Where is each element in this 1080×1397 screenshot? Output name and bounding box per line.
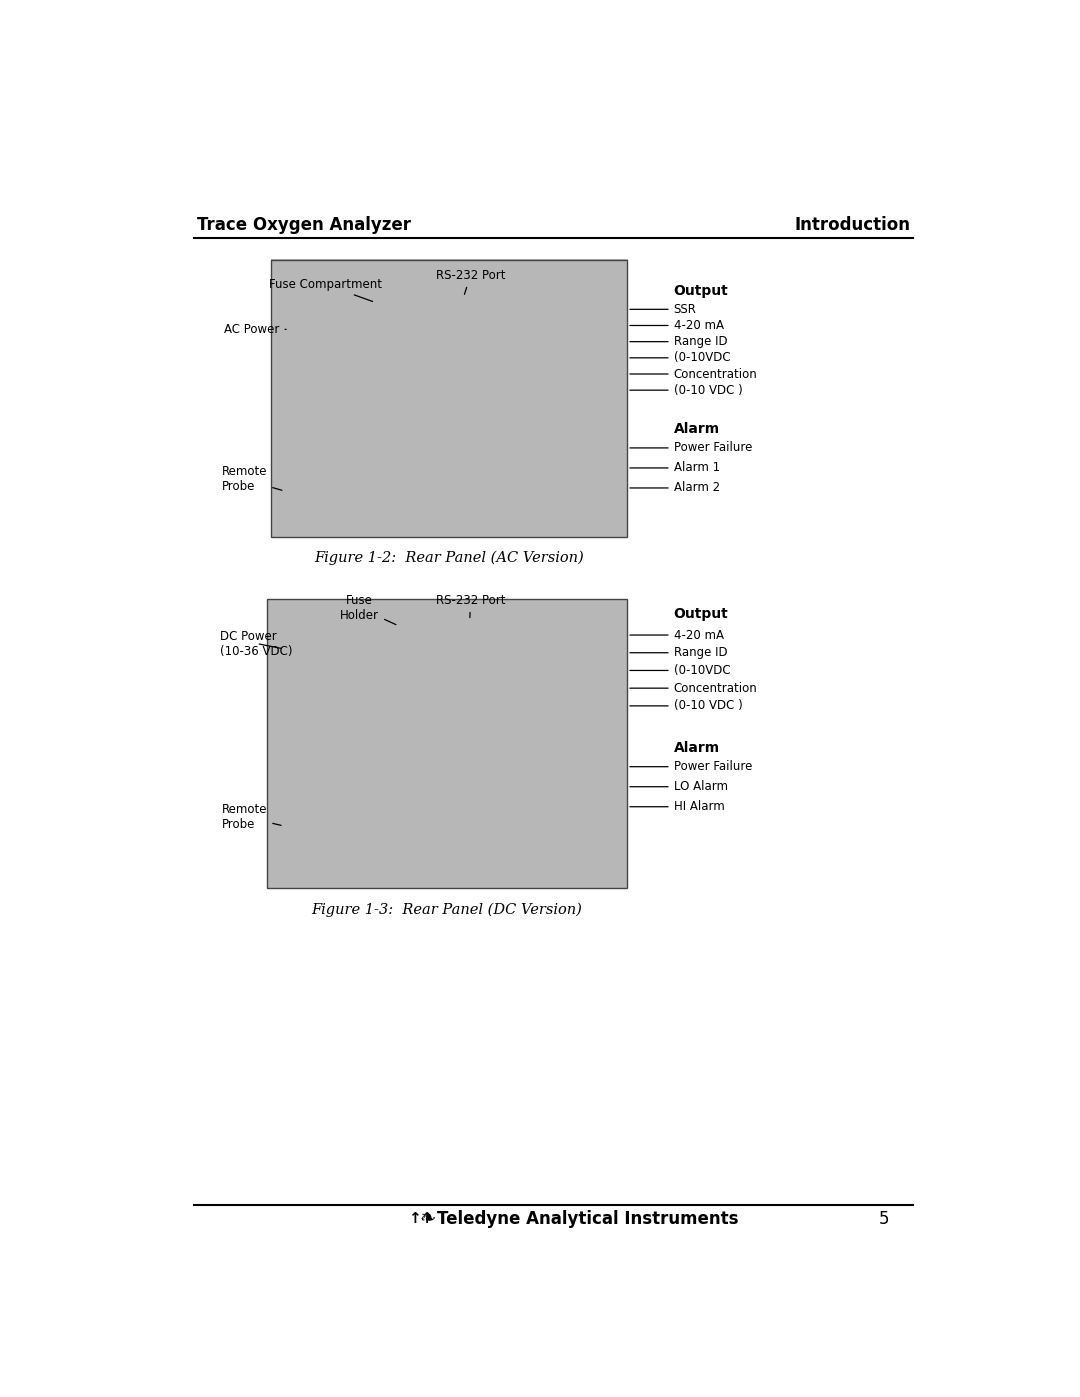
Text: Range ID: Range ID (630, 335, 727, 348)
Text: RS-232 Port: RS-232 Port (435, 594, 505, 617)
Text: (0-10VDC: (0-10VDC (630, 664, 730, 678)
Text: Fuse
Holder: Fuse Holder (340, 594, 396, 624)
Text: (0-10 VDC ): (0-10 VDC ) (630, 700, 742, 712)
Text: Range ID: Range ID (630, 647, 727, 659)
Text: 5: 5 (879, 1210, 890, 1228)
Text: Concentration: Concentration (630, 367, 757, 380)
Text: DC Power
(10-36 VDC): DC Power (10-36 VDC) (220, 630, 293, 658)
Text: Concentration: Concentration (630, 682, 757, 694)
Text: Figure 1-2:  Rear Panel (AC Version): Figure 1-2: Rear Panel (AC Version) (314, 550, 584, 566)
Text: RS-232 Port: RS-232 Port (435, 270, 505, 295)
Text: Trace Oxygen Analyzer: Trace Oxygen Analyzer (197, 217, 411, 235)
Text: Remote
Probe: Remote Probe (221, 803, 281, 831)
Text: HI Alarm: HI Alarm (630, 800, 725, 813)
Text: ❧: ❧ (419, 1210, 435, 1228)
Text: Power Failure: Power Failure (630, 760, 752, 773)
Text: Output: Output (674, 284, 728, 298)
Text: AC Power: AC Power (225, 323, 286, 335)
Text: Remote
Probe: Remote Probe (221, 465, 282, 493)
Text: 4-20 mA: 4-20 mA (630, 319, 724, 332)
Text: LO Alarm: LO Alarm (630, 780, 728, 793)
Text: Alarm: Alarm (674, 422, 719, 436)
Text: Teledyne Analytical Instruments: Teledyne Analytical Instruments (437, 1210, 739, 1228)
Text: (0-10VDC: (0-10VDC (630, 351, 730, 365)
Text: Alarm 2: Alarm 2 (630, 482, 719, 495)
Text: Introduction: Introduction (794, 217, 910, 235)
Text: Alarm: Alarm (674, 742, 719, 756)
Bar (267, 599, 627, 887)
Text: Alarm 1: Alarm 1 (630, 461, 719, 475)
Text: Figure 1-3:  Rear Panel (DC Version): Figure 1-3: Rear Panel (DC Version) (311, 902, 582, 918)
Text: Fuse Compartment: Fuse Compartment (269, 278, 382, 302)
Text: Power Failure: Power Failure (630, 441, 752, 454)
Text: 4-20 mA: 4-20 mA (630, 629, 724, 641)
Text: Output: Output (674, 608, 728, 622)
Bar (271, 260, 627, 538)
Text: (0-10 VDC ): (0-10 VDC ) (630, 384, 742, 397)
Text: SSR: SSR (630, 303, 697, 316)
Text: ↑↑: ↑↑ (408, 1211, 433, 1227)
